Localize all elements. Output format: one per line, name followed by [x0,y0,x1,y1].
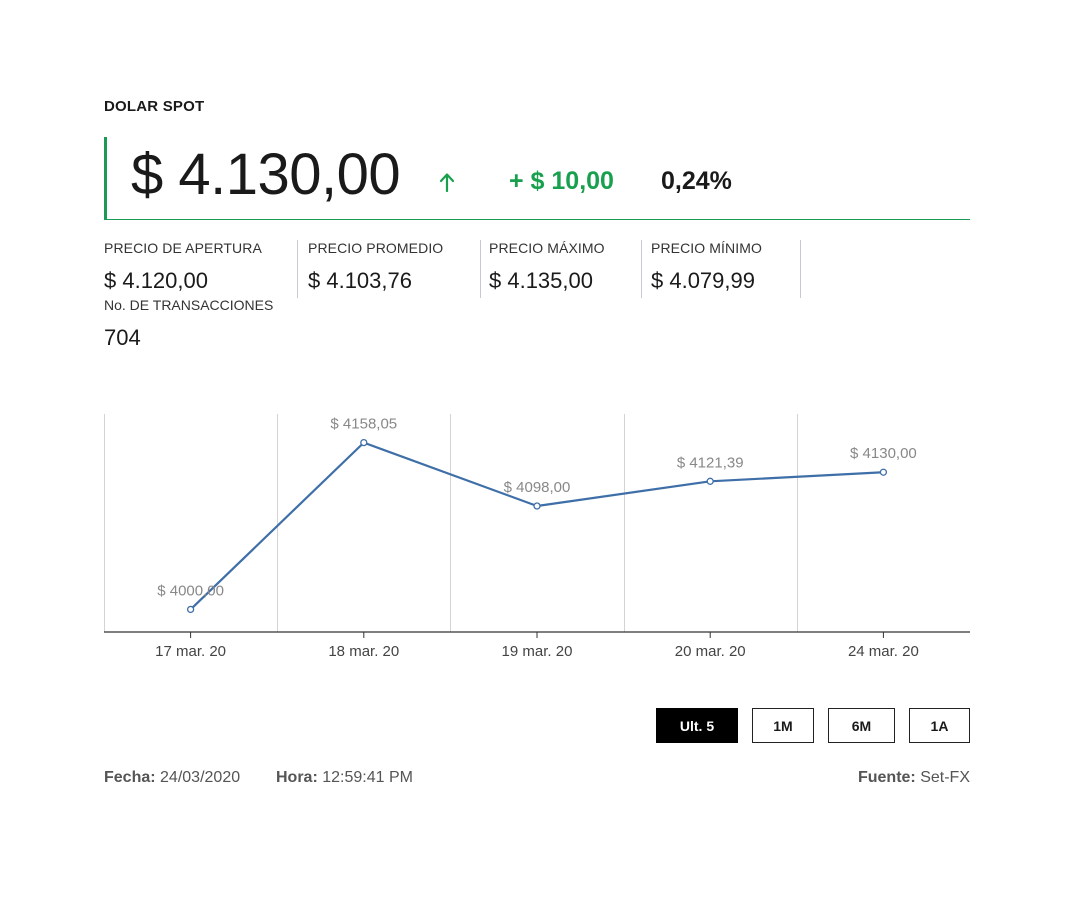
stat-label: PRECIO PROMEDIO [308,240,444,256]
footer-time: Hora: 12:59:41 PM [276,769,413,787]
stat-average-price: PRECIO PROMEDIO $ 4.103,76 [297,240,481,298]
footer-source: Fuente: Set-FX [858,769,970,787]
price-box: $ 4.130,00 + $ 10,00 0,24% [104,137,970,220]
source-value: Set-FX [920,769,970,786]
x-tick-label: 19 mar. 20 [502,643,573,660]
data-label: $ 4158,05 [330,416,397,433]
arrow-up-icon [439,173,455,193]
date-value: 24/03/2020 [160,769,241,786]
series-line [189,441,884,611]
data-point [186,605,195,614]
dolar-spot-widget: DOLAR SPOT $ 4.130,00 + $ 10,00 0,24% PR… [104,0,970,900]
transactions-label: No. DE TRANSACCIONES [104,297,274,313]
data-label: $ 4121,39 [677,454,744,471]
source-label: Fuente: [857,769,916,786]
stat-value: $ 4.120,00 [104,268,208,293]
data-label: $ 4098,00 [504,479,571,496]
time-value: 12:59:41 PM [322,769,413,786]
stat-value: $ 4.103,76 [308,268,412,293]
x-tick-label: 17 mar. 20 [155,643,226,660]
price-line-chart: 17 mar. 20 18 mar. 20 19 mar. 20 20 mar. 20… [104,414,970,660]
data-point [533,502,541,510]
stat-min-price: PRECIO MÍNIMO $ 4.079,99 [641,240,801,298]
stat-value: $ 4.079,99 [651,268,755,293]
footer-date: Fecha: 24/03/2020 [104,769,240,787]
price-change-percent: 0,24% [661,167,732,195]
widget-title: DOLAR SPOT [104,98,205,115]
data-point [879,468,888,476]
stat-value: $ 4.135,00 [489,268,593,293]
range-button-6m[interactable]: 6M [828,708,895,743]
transactions-value: 704 [104,325,141,350]
data-label: $ 4000,00 [157,582,224,599]
x-tick-label: 20 mar. 20 [675,643,746,660]
date-label: Fecha: [104,769,156,786]
price-change-absolute: + $ 10,00 [509,167,614,195]
range-button-1m[interactable]: 1M [752,708,814,743]
stat-max-price: PRECIO MÁXIMO $ 4.135,00 [479,240,642,298]
x-tick-label: 18 mar. 20 [328,643,399,660]
data-point [706,477,714,485]
range-button-last-5[interactable]: Ult. 5 [656,708,738,743]
range-selector: Ult. 5 1M 6M 1A [656,708,970,743]
current-price: $ 4.130,00 [131,142,401,207]
time-label: Hora: [276,769,318,786]
range-button-1a[interactable]: 1A [909,708,970,743]
stat-label: PRECIO DE APERTURA [104,240,262,256]
stat-opening-price: PRECIO DE APERTURA $ 4.120,00 [104,240,296,298]
stat-label: PRECIO MÁXIMO [489,240,605,256]
x-tick-label: 24 mar. 20 [848,643,919,660]
stat-label: PRECIO MÍNIMO [651,240,762,256]
data-point [360,438,368,447]
data-label: $ 4130,00 [850,445,917,462]
